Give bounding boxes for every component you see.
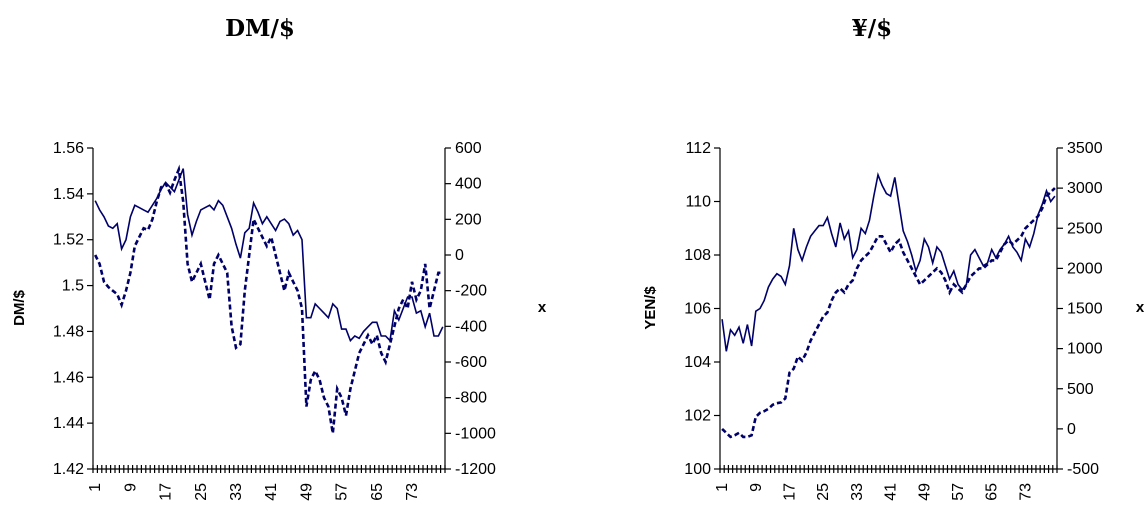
yen-left-axis-label: YEN/$ (642, 286, 659, 330)
yen-right-tick-label: 3000 (1067, 180, 1103, 197)
yen-x-tick-label: 41 (883, 483, 900, 501)
yen-x-tick-label: 33 (849, 483, 866, 501)
yen-right-tick-label: 3500 (1067, 140, 1103, 157)
dm-x-tick-label: 1 (87, 483, 104, 492)
yen-left-tick-label: 112 (685, 140, 711, 157)
yen-left-tick-label: 100 (684, 461, 711, 478)
dm-right-tick-label: -200 (455, 283, 487, 300)
yen-right-tick-label: 500 (1067, 381, 1094, 398)
yen-x-tick-label: 25 (815, 483, 832, 501)
dm-x-tick-label: 57 (334, 483, 351, 501)
yen-x-tick-label: 1 (714, 483, 731, 492)
yen-series-rate (721, 171, 1056, 352)
yen-x-tick-label: 73 (1017, 483, 1034, 501)
dm-left-tick-label: 1.44 (53, 415, 84, 432)
dm-left-tick-label: 1.54 (53, 186, 84, 203)
yen-x-tick-label: 17 (782, 483, 799, 501)
dm-x-tick-label: 33 (228, 483, 245, 501)
dm-right-tick-label: -600 (455, 354, 487, 371)
dm-left-axis-label: DM/$ (11, 289, 28, 325)
dm-x-tick-label: 25 (193, 483, 210, 501)
dm-left-tick-label: 1.5 (62, 278, 84, 295)
yen-plot-area: 100 102 104 106 108 110 112 -500 0 500 1000 1500 200… (684, 140, 1102, 501)
yen-chart-title: ¥/$ (852, 15, 892, 42)
yen-right-tick-label: 1000 (1067, 341, 1103, 358)
dm-left-tick-label: 1.52 (53, 232, 84, 249)
dm-left-tick-label: 1.48 (53, 323, 84, 340)
dm-right-axis-label: x (538, 299, 547, 316)
dm-chart-title: DM/$ (225, 15, 295, 42)
dm-x-tick-label: 17 (158, 483, 175, 501)
dm-left-tick-label: 1.56 (53, 140, 84, 157)
yen-right-tick-label: 1500 (1067, 301, 1103, 318)
yen-right-tick-label: -500 (1067, 461, 1099, 478)
yen-left-tick-label: 106 (684, 301, 711, 318)
dm-x-tick-label: 73 (404, 483, 421, 501)
yen-x-tick-label: 57 (950, 483, 967, 501)
dm-right-tick-label: -1200 (455, 461, 496, 478)
yen-right-tick-label: 0 (1067, 421, 1076, 438)
dm-x-tick-label: 65 (369, 483, 386, 501)
dm-plot-area: 1.42 1.44 1.46 1.48 1.5 1.52 1.54 1.56 -1200 -100… (53, 140, 496, 501)
yen-right-axis-label: x (1136, 299, 1145, 316)
dm-right-tick-label: -400 (455, 318, 487, 335)
dm-right-tick-label: 600 (455, 140, 482, 157)
dm-right-tick-label: 400 (455, 176, 482, 193)
yen-left-tick-label: 108 (684, 247, 711, 264)
yen-right-tick-label: 2500 (1067, 220, 1103, 237)
yen-series-x (721, 187, 1056, 439)
dm-left-tick-label: 1.42 (53, 461, 84, 478)
dm-right-tick-label: 0 (455, 247, 464, 264)
yen-x-tick-label: 49 (916, 483, 933, 501)
yen-left-tick-label: 110 (685, 194, 711, 211)
dm-right-tick-label: -800 (455, 390, 487, 407)
dm-series-x (94, 164, 443, 434)
dm-series-rate (94, 168, 444, 343)
yen-right-tick-label: 2000 (1067, 260, 1103, 277)
yen-chart: ¥/$ YEN/$ x 100 102 104 106 108 110 112 -500 0 50… (642, 15, 1145, 501)
dm-chart: DM/$ DM/$ x 1.421.441.461.481.51.521.541… (11, 15, 547, 501)
yen-x-tick-label: 9 (748, 483, 765, 492)
dm-x-tick-label: 41 (263, 483, 280, 501)
yen-left-tick-label: 104 (684, 354, 711, 371)
dm-right-tick-label: -1000 (455, 425, 496, 442)
dm-x-tick-label: 9 (122, 483, 139, 492)
yen-left-tick-label: 102 (684, 408, 711, 425)
dm-right-tick-label: 200 (455, 211, 482, 228)
dm-left-tick-label: 1.46 (53, 369, 84, 386)
yen-x-tick-label: 65 (984, 483, 1001, 501)
dm-x-tick-label: 49 (298, 483, 315, 501)
